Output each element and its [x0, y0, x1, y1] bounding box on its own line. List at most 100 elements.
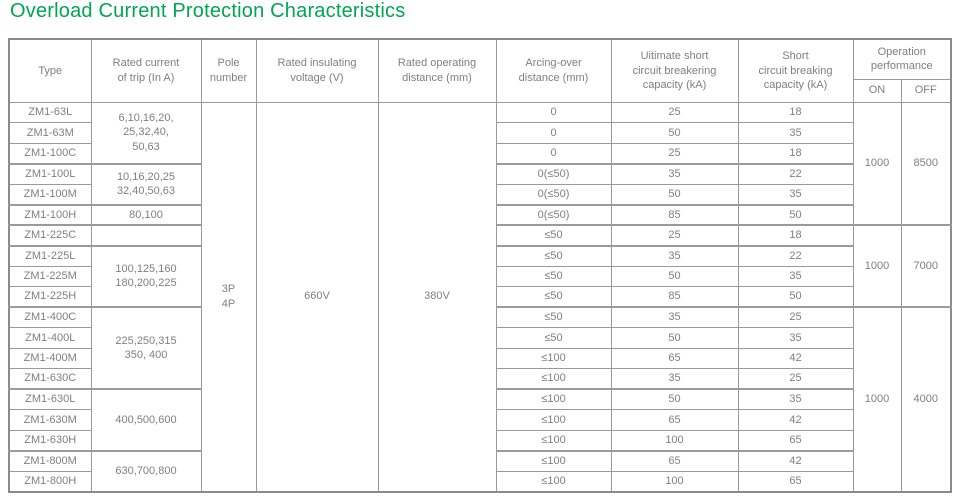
header-ultimate-capacity: Uitimate short circuit breakering capaci… — [610, 38, 739, 103]
arcing-distance-cell: ≤100 — [495, 429, 612, 451]
ultimate-capacity-cell: 85 — [610, 286, 739, 308]
header-insulating-voltage: Rated insulating voltage (V) — [255, 38, 379, 103]
type-cell: ZM1-100L — [8, 162, 92, 185]
operation-off-cell: 7000 — [900, 224, 952, 308]
header-operation-performance: Operation performance — [852, 38, 952, 80]
insulating-voltage-cell: 660V — [255, 101, 379, 492]
short-capacity-cell: 50 — [737, 203, 854, 226]
header-short-capacity: Short circuit breaking capacity (kA) — [737, 38, 854, 103]
ultimate-capacity-cell: 50 — [610, 265, 739, 287]
short-capacity-cell: 35 — [737, 327, 854, 349]
short-capacity-cell: 22 — [737, 162, 854, 185]
page-title: Overload Current Protection Characterist… — [10, 0, 406, 22]
ultimate-capacity-cell: 35 — [610, 368, 739, 390]
type-cell: ZM1-800H — [8, 470, 92, 492]
table-row: ZM1-630M ≤100 65 42 — [8, 409, 951, 431]
arcing-distance-cell: ≤50 — [495, 265, 612, 287]
ultimate-capacity-cell: 50 — [610, 183, 739, 205]
ultimate-capacity-cell: 85 — [610, 203, 739, 226]
ultimate-capacity-cell: 25 — [610, 224, 739, 246]
table-row: ZM1-400C 225,250,315 350, 400 ≤50 35 25 1000 4… — [8, 306, 952, 492]
arcing-distance-cell: 0 — [495, 122, 612, 144]
ultimate-capacity-cell: 50 — [610, 388, 739, 410]
arcing-distance-cell: ≤100 — [495, 470, 612, 492]
arcing-distance-cell: ≤50 — [495, 286, 612, 308]
ultimate-capacity-cell: 100 — [610, 429, 739, 451]
arcing-distance-cell: ≤50 — [495, 327, 612, 349]
short-capacity-cell: 42 — [737, 449, 854, 472]
type-cell: ZM1-100M — [8, 183, 92, 205]
table-row: ZM1-630H ≤100 100 65 — [8, 429, 951, 451]
rated-current-cell: 10,16,20,25 32,40,50,63 — [90, 162, 202, 205]
arcing-distance-cell: ≤100 — [495, 449, 612, 472]
ultimate-capacity-cell: 35 — [610, 244, 739, 267]
table-row: ZM1-225H ≤50 85 50 — [8, 286, 951, 308]
header-operating-distance: Rated operating distance (mm) — [377, 38, 497, 103]
operating-distance-cell: 380V — [377, 101, 497, 492]
arcing-distance-cell: ≤100 — [495, 409, 612, 431]
type-cell: ZM1-225L — [8, 244, 92, 267]
rated-current-cell: 225,250,315 350, 400 — [90, 306, 202, 390]
arcing-distance-cell: ≤100 — [495, 347, 612, 369]
arcing-distance-cell: ≤50 — [495, 244, 612, 267]
table-row: ZM1-63L 6,10,16,20, 25,32,40, 50,63 3P 4P 6… — [8, 101, 952, 492]
short-capacity-cell: 42 — [737, 409, 854, 431]
rated-current-cell — [90, 224, 202, 246]
operation-on-cell: 1000 — [852, 306, 902, 492]
type-cell: ZM1-100H — [8, 203, 92, 226]
short-capacity-cell: 50 — [737, 286, 854, 308]
header-on: ON — [852, 78, 902, 103]
arcing-distance-cell: 0(≤50) — [495, 162, 612, 185]
ultimate-capacity-cell: 25 — [610, 101, 739, 123]
arcing-distance-cell: ≤50 — [495, 306, 612, 328]
short-capacity-cell: 35 — [737, 265, 854, 287]
short-capacity-cell: 25 — [737, 306, 854, 328]
short-capacity-cell: 25 — [737, 368, 854, 390]
table-row: ZM1-100H 80,100 0(≤50) 85 50 — [8, 203, 951, 226]
type-cell: ZM1-400M — [8, 347, 92, 369]
operation-off-cell: 4000 — [900, 306, 952, 492]
type-cell: ZM1-225C — [8, 224, 92, 246]
arcing-distance-cell: 0 — [495, 101, 612, 123]
rated-current-cell: 80,100 — [90, 203, 202, 226]
type-cell: ZM1-630L — [8, 388, 92, 410]
ultimate-capacity-cell: 65 — [610, 409, 739, 431]
arcing-distance-cell: 0(≤50) — [495, 203, 612, 226]
rated-current-cell: 100,125,160 180,200,225 — [90, 244, 202, 308]
table-row: ZM1-800H ≤100 100 65 — [8, 470, 951, 492]
short-capacity-cell: 22 — [737, 244, 854, 267]
short-capacity-cell: 65 — [737, 470, 854, 492]
ultimate-capacity-cell: 35 — [610, 162, 739, 185]
type-cell: ZM1-630M — [8, 409, 92, 431]
type-cell: ZM1-800M — [8, 449, 92, 472]
header-type: Type — [8, 38, 92, 103]
ultimate-capacity-cell: 25 — [610, 142, 739, 164]
operation-on-cell: 1000 — [852, 101, 902, 226]
header-pole-number: Pole number — [200, 38, 257, 103]
short-capacity-cell: 35 — [737, 183, 854, 205]
type-cell: ZM1-63M — [8, 122, 92, 144]
table-row: ZM1-225C ≤50 25 18 1000 7000 — [8, 224, 952, 308]
ultimate-capacity-cell: 100 — [610, 470, 739, 492]
arcing-distance-cell: 0 — [495, 142, 612, 164]
arcing-distance-cell: ≤100 — [495, 368, 612, 390]
header-rated-current: Rated current of trip (In A) — [90, 38, 202, 103]
operation-off-cell: 8500 — [900, 101, 952, 226]
short-capacity-cell: 42 — [737, 347, 854, 369]
table-body: ZM1-63L 6,10,16,20, 25,32,40, 50,63 3P 4P 6… — [8, 101, 952, 492]
table-row: ZM1-100C 0 25 18 — [8, 142, 951, 164]
operation-on-cell: 1000 — [852, 224, 902, 308]
spec-table: Type Rated current of trip (In A) Pole n… — [8, 38, 953, 493]
type-cell: ZM1-400L — [8, 327, 92, 349]
type-cell: ZM1-630H — [8, 429, 92, 451]
type-cell: ZM1-630C — [8, 368, 92, 390]
table-row: ZM1-630C ≤100 35 25 — [8, 368, 951, 390]
arcing-distance-cell: ≤100 — [495, 388, 612, 410]
table-header: Type Rated current of trip (In A) Pole n… — [8, 38, 952, 103]
rated-current-cell: 400,500,600 — [90, 388, 202, 451]
arcing-distance-cell: 0(≤50) — [495, 183, 612, 205]
short-capacity-cell: 18 — [737, 224, 854, 246]
header-arcing-distance: Arcing-over distance (mm) — [495, 38, 612, 103]
header-off: OFF — [900, 78, 952, 103]
rated-current-cell: 6,10,16,20, 25,32,40, 50,63 — [90, 101, 202, 164]
